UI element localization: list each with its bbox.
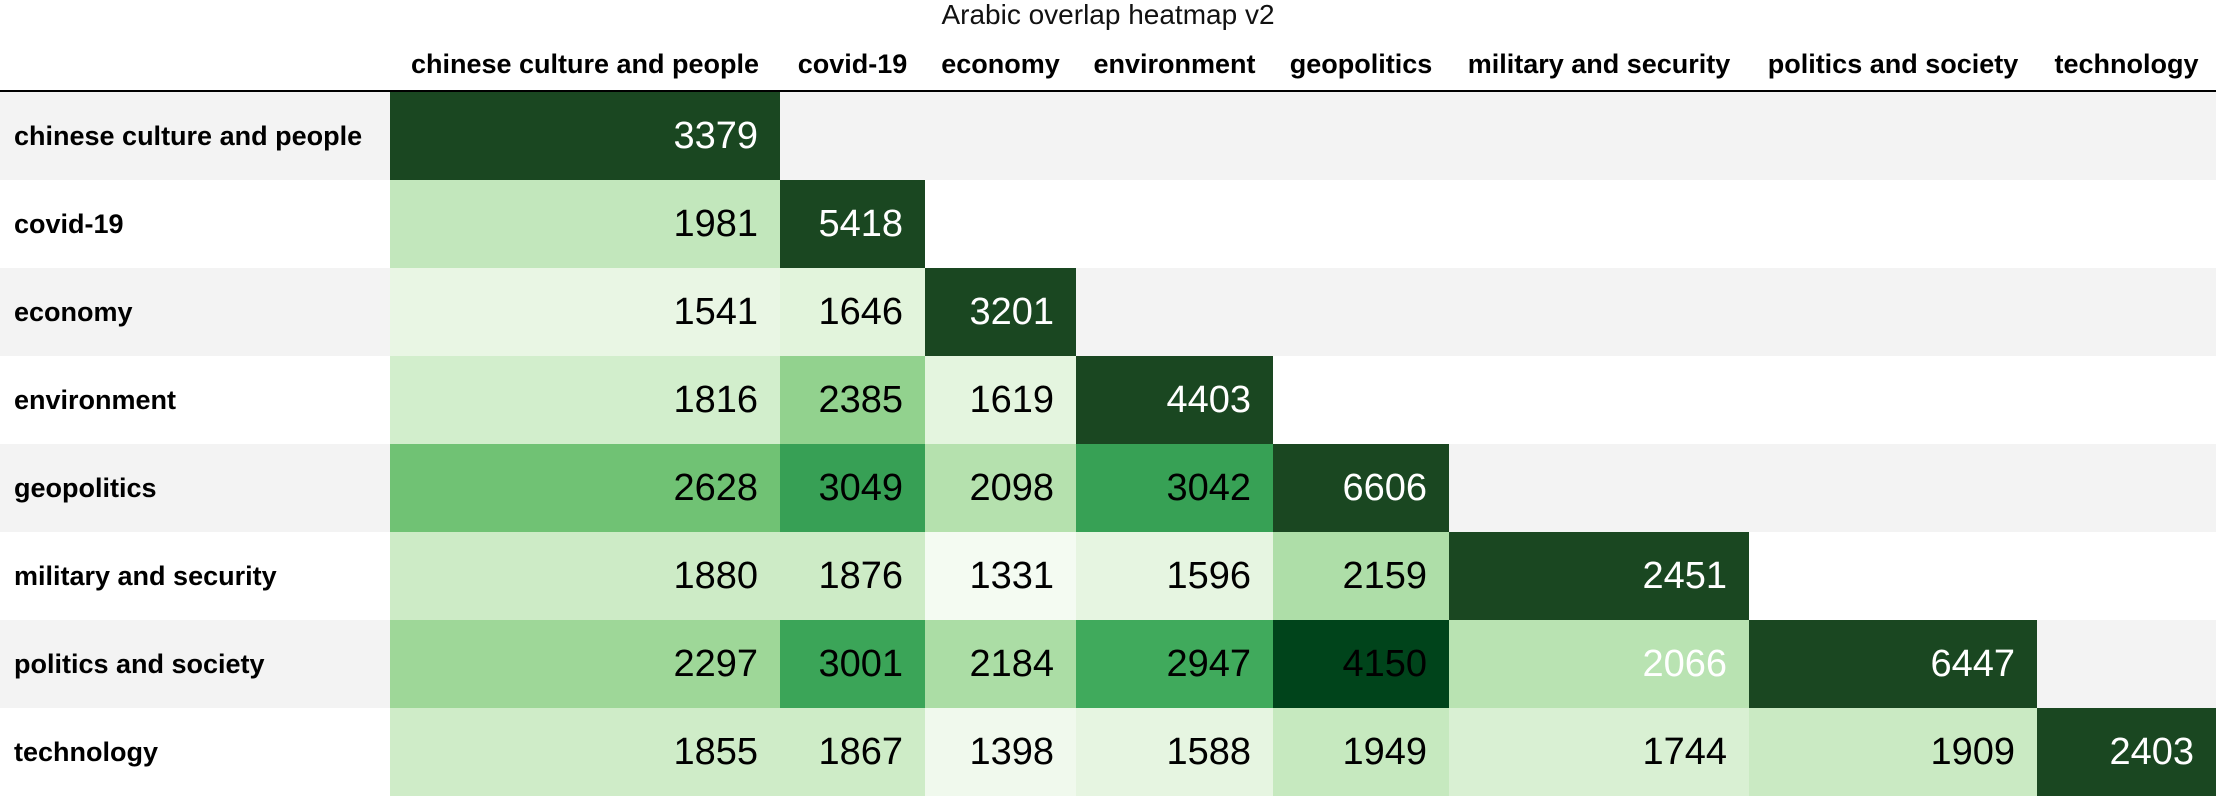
heatmap-row: politics and society 2297 3001 2184 2947 4150… xyxy=(0,620,2216,708)
column-header: economy xyxy=(941,49,1060,79)
heatmap-cell: 5418 xyxy=(780,180,925,268)
heatmap-cell: 4150 xyxy=(1273,620,1449,708)
heatmap-cell: 3201 xyxy=(925,268,1076,356)
column-header: politics and society xyxy=(1767,49,2019,79)
heatmap-cell: 1596 xyxy=(1076,532,1273,620)
row-label: chinese culture and people xyxy=(14,121,363,151)
heatmap-cell: 2159 xyxy=(1273,532,1449,620)
heatmap-cell: 6447 xyxy=(1749,620,2037,708)
heatmap-cell: 1331 xyxy=(925,532,1076,620)
heatmap-cell: 4403 xyxy=(1076,356,1273,444)
heatmap-row: chinese culture and people 3379 xyxy=(0,92,2216,180)
heatmap-cell: 1981 xyxy=(390,180,780,268)
heatmap-cell: 2098 xyxy=(925,444,1076,532)
heatmap-cell: 1744 xyxy=(1449,708,1749,796)
heatmap-cell: 1855 xyxy=(390,708,780,796)
column-header: covid-19 xyxy=(797,49,908,79)
heatmap-row: geopolitics 2628 3049 2098 3042 6606 xyxy=(0,444,2216,532)
heatmap-cell: 1909 xyxy=(1749,708,2037,796)
heatmap-cell: 1619 xyxy=(925,356,1076,444)
heatmap-cell: 3001 xyxy=(780,620,925,708)
heatmap-cell: 1816 xyxy=(390,356,780,444)
heatmap-cell: 2947 xyxy=(1076,620,1273,708)
heatmap-cell: 2297 xyxy=(390,620,780,708)
column-header: technology xyxy=(2054,49,2199,79)
heatmap-cell: 2451 xyxy=(1449,532,1749,620)
heatmap-row: environment 1816 2385 1619 4403 xyxy=(0,356,2216,444)
row-label: technology xyxy=(14,737,159,767)
heatmap-cell: 3049 xyxy=(780,444,925,532)
heatmap-cell: 2066 xyxy=(1449,620,1749,708)
heatmap-cell: 2385 xyxy=(780,356,925,444)
heatmap-cell: 3379 xyxy=(390,92,780,180)
heatmap-cell: 2628 xyxy=(390,444,780,532)
heatmap-cell: 2184 xyxy=(925,620,1076,708)
heatmap-cell: 6606 xyxy=(1273,444,1449,532)
heatmap-cell: 2403 xyxy=(2037,708,2216,796)
column-header: military and security xyxy=(1467,49,1731,79)
heatmap-cell: 1646 xyxy=(780,268,925,356)
heatmap-row: economy 1541 1646 3201 xyxy=(0,268,2216,356)
row-label: environment xyxy=(14,385,177,415)
heatmap-cell: 1876 xyxy=(780,532,925,620)
column-header: geopolitics xyxy=(1289,49,1433,79)
heatmap-cell: 1541 xyxy=(390,268,780,356)
heatmap-row: covid-19 1981 5418 xyxy=(0,180,2216,268)
row-label: politics and society xyxy=(14,649,265,679)
heatmap-row: technology 1855 1867 1398 1588 1949 1744 1909 24… xyxy=(0,708,2216,796)
heatmap-cell: 1880 xyxy=(390,532,780,620)
row-label: covid-19 xyxy=(14,209,124,239)
heatmap-cell: 1949 xyxy=(1273,708,1449,796)
heatmap-cell: 1867 xyxy=(780,708,925,796)
heatmap-cell: 1398 xyxy=(925,708,1076,796)
chart-title: Arabic overlap heatmap v2 xyxy=(941,0,1275,30)
heatmap-row: military and security 1880 1876 1331 1596 215… xyxy=(0,532,2216,620)
column-header: chinese culture and people xyxy=(410,49,760,79)
row-label: military and security xyxy=(14,561,277,591)
heatmap-cell: 3042 xyxy=(1076,444,1273,532)
column-header: environment xyxy=(1093,49,1256,79)
row-label: geopolitics xyxy=(14,473,157,503)
row-label: economy xyxy=(14,297,133,327)
header-divider xyxy=(0,90,2216,92)
heatmap-cell: 1588 xyxy=(1076,708,1273,796)
